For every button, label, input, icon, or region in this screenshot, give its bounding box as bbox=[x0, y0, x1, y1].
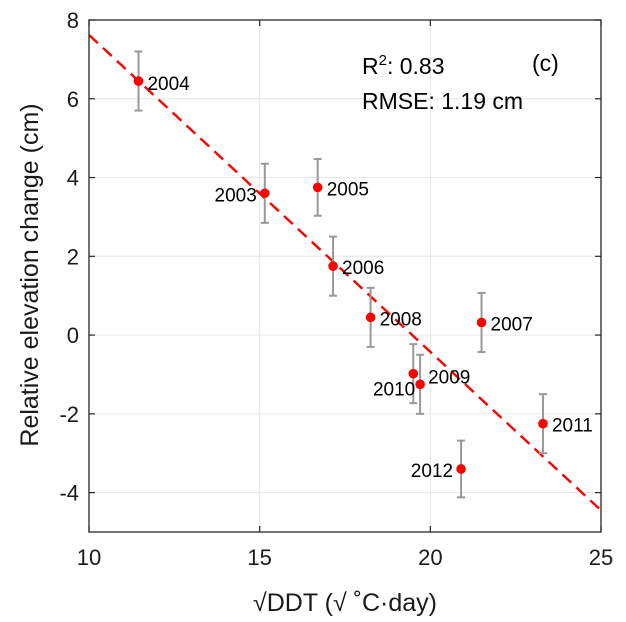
data-point-2009 bbox=[415, 379, 425, 390]
panel-label: (c) bbox=[532, 50, 559, 76]
point-label-2005: 2005 bbox=[327, 179, 369, 200]
point-label-2010: 2010 bbox=[373, 380, 415, 401]
r2-annotation: R2: 0.83 bbox=[362, 52, 445, 79]
y-tick-label: 2 bbox=[67, 244, 79, 269]
data-point-2005 bbox=[312, 182, 323, 193]
point-label-2012: 2012 bbox=[411, 461, 453, 482]
data-point-2007 bbox=[476, 317, 487, 328]
data-point-2008 bbox=[365, 312, 376, 323]
y-tick-label: 6 bbox=[67, 87, 79, 112]
data-point-2012 bbox=[456, 464, 466, 474]
point-label-2004: 2004 bbox=[147, 74, 190, 95]
fit-line-group bbox=[88, 34, 602, 512]
tick-labels: 10 15 20 25 -4 -2 0 2 4 6 8 bbox=[59, 8, 613, 570]
plot-frame bbox=[88, 19, 602, 533]
x-tick-label: 10 bbox=[77, 545, 101, 570]
data-point-2011 bbox=[538, 418, 548, 429]
y-tick-label: 4 bbox=[67, 166, 79, 191]
x-tick-label: 15 bbox=[247, 545, 271, 570]
data-point-2004 bbox=[133, 76, 144, 86]
point-label-2009: 2009 bbox=[428, 367, 470, 388]
x-tick-label: 25 bbox=[589, 545, 613, 570]
point-label-2007: 2007 bbox=[491, 314, 533, 335]
axis-ticks bbox=[88, 19, 602, 532]
fit-line bbox=[88, 34, 602, 512]
point-label-2008: 2008 bbox=[380, 309, 422, 330]
point-label-2006: 2006 bbox=[342, 258, 384, 279]
point-label-2011: 2011 bbox=[552, 416, 593, 437]
rmse-annotation: RMSE: 1.19 cm bbox=[362, 88, 523, 114]
x-tick-label: 20 bbox=[418, 545, 442, 570]
data-point-2003 bbox=[259, 188, 270, 199]
data-points bbox=[133, 76, 548, 474]
y-tick-label: -2 bbox=[59, 402, 79, 427]
y-axis-label: Relative elevation change (cm) bbox=[16, 103, 44, 446]
error-bars bbox=[134, 50, 547, 499]
data-point-2010 bbox=[408, 368, 419, 379]
x-axis-label: √DDT (√ ˚C·day) bbox=[253, 589, 437, 617]
y-tick-label: 8 bbox=[67, 8, 79, 33]
point-labels: 2004 2003 2005 2006 2008 2007 2010 2009 2012 2011 bbox=[147, 74, 592, 482]
data-point-2006 bbox=[328, 261, 338, 271]
y-tick-label: -4 bbox=[59, 481, 79, 506]
y-tick-label: 0 bbox=[67, 323, 79, 348]
point-label-2003: 2003 bbox=[215, 185, 257, 206]
